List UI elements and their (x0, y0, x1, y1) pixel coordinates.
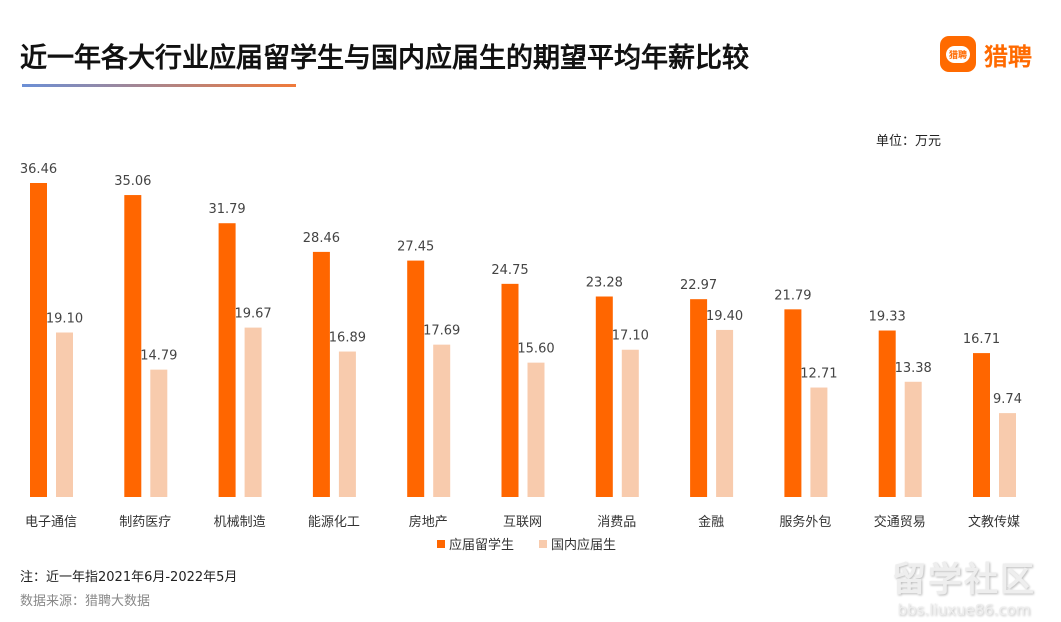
bar-overseas (218, 223, 236, 497)
data-label: 35.06 (114, 174, 151, 189)
bar-overseas (312, 251, 330, 497)
unit-label: 单位：万元 (876, 134, 942, 149)
data-label: 36.46 (20, 162, 57, 177)
category-label: 能源化工 (308, 515, 360, 530)
bar-domestic (621, 349, 639, 497)
bar-domestic (244, 327, 262, 497)
data-label: 16.89 (329, 331, 366, 346)
bar-overseas (784, 309, 802, 497)
title-underline (22, 84, 296, 87)
category-label: 文教传媒 (968, 514, 1020, 530)
category-label: 服务外包 (779, 514, 831, 530)
data-label: 14.79 (140, 349, 177, 364)
logo-icon: 猎聘 (940, 36, 976, 72)
category-label: 机械制造 (214, 515, 266, 530)
data-label: 12.71 (800, 367, 837, 382)
bar-overseas (124, 195, 142, 497)
data-label: 16.71 (963, 332, 1000, 347)
data-label: 23.28 (586, 276, 623, 291)
category-label: 房地产 (409, 514, 448, 530)
category-label: 制药医疗 (119, 515, 171, 530)
data-label: 19.33 (869, 310, 906, 325)
data-label: 28.46 (303, 231, 340, 246)
legend-swatch (539, 540, 547, 548)
watermark-title: 留学社区 (892, 560, 1036, 600)
category-label: 消费品 (597, 515, 636, 530)
bar-overseas (973, 353, 990, 497)
data-label: 27.45 (397, 240, 434, 255)
category-label: 交通贸易 (874, 514, 926, 530)
bar-domestic (904, 381, 922, 497)
watermark: 留学社区 bbs.liuxue86.com (892, 552, 1036, 619)
bar-domestic (999, 413, 1016, 497)
data-label: 9.74 (993, 392, 1022, 407)
bar-domestic (150, 369, 168, 497)
data-label: 17.69 (423, 324, 460, 339)
data-label: 13.38 (895, 361, 932, 376)
footnote: 注：近一年指2021年6月-2022年5月 (20, 570, 238, 585)
logo-icon-text: 猎聘 (945, 45, 970, 63)
category-label: 电子通信 (25, 515, 77, 530)
data-label: 22.97 (680, 278, 717, 293)
bar-overseas (878, 330, 896, 497)
bar-overseas (30, 183, 47, 497)
data-label: 31.79 (208, 202, 245, 217)
category-label: 金融 (698, 514, 724, 530)
bar-domestic (338, 351, 356, 497)
bar-domestic (56, 332, 73, 497)
data-label: 24.75 (491, 263, 528, 278)
bar-overseas (501, 283, 519, 497)
watermark-url: bbs.liuxue86.com (897, 601, 1031, 619)
legend-swatch (437, 540, 445, 548)
legend-label: 应届留学生 (449, 537, 514, 553)
bar-domestic (810, 387, 828, 497)
data-label: 19.10 (46, 312, 83, 327)
bar-overseas (407, 260, 425, 497)
data-label: 17.10 (612, 329, 649, 344)
legend-label: 国内应届生 (551, 537, 616, 553)
bar-domestic (527, 362, 545, 497)
liepin-logo: 猎聘 猎聘 (940, 36, 1032, 72)
bar-overseas (690, 299, 708, 497)
bar-domestic (716, 329, 734, 497)
data-source: 数据来源：猎聘大数据 (20, 594, 151, 609)
bar-domestic (433, 344, 451, 497)
logo-text: 猎聘 (984, 42, 1032, 71)
bar-overseas (595, 296, 613, 497)
category-label: 互联网 (503, 515, 542, 530)
data-label: 19.40 (706, 309, 743, 324)
data-label: 21.79 (774, 288, 811, 303)
chart-title: 近一年各大行业应届留学生与国内应届生的期望平均年薪比较 (20, 43, 749, 74)
data-label: 19.67 (234, 307, 271, 322)
data-label: 15.60 (517, 342, 554, 357)
